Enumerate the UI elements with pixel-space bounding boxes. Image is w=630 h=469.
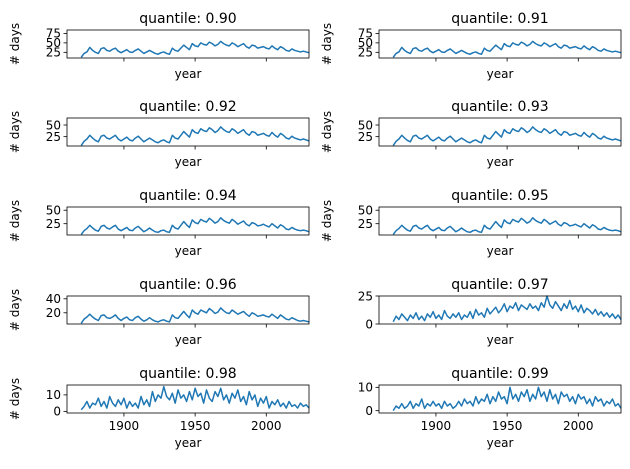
y-axis-label: # days — [8, 200, 22, 242]
y-axis-label: # days — [8, 111, 22, 153]
series-line — [392, 40, 622, 58]
y-tick-label: 50 — [358, 36, 373, 50]
x-axis-label: year — [175, 244, 202, 258]
plot-frame — [66, 29, 310, 59]
subplot-title: quantile: 0.91 — [451, 11, 548, 27]
y-tick-label: 50 — [358, 118, 373, 132]
x-axis-label: year — [487, 333, 514, 347]
y-tick-label: 0 — [53, 405, 61, 419]
x-tick-label: 2000 — [563, 419, 594, 433]
series-line — [392, 126, 622, 146]
y-tick-label: 0 — [365, 317, 373, 331]
y-tick-label: 0 — [365, 404, 373, 418]
series-line — [392, 386, 622, 412]
subplot-10: quantile: 0.99 0 10 1900 1950 2000 year — [358, 366, 622, 450]
plot-frame — [66, 384, 310, 414]
series-line — [80, 307, 310, 324]
y-axis-label: # days — [8, 23, 22, 65]
y-axis-label: # days — [320, 200, 334, 242]
y-tick-label: 50 — [358, 204, 373, 218]
series-line — [80, 126, 310, 146]
plot-frame — [66, 295, 310, 325]
x-axis-label: year — [175, 155, 202, 169]
series-line — [80, 385, 310, 411]
x-tick-label: 1950 — [180, 419, 211, 433]
subplot-8: quantile: 0.97 0 25 year — [358, 277, 622, 347]
x-axis-label: year — [487, 436, 514, 450]
y-tick-label: 50 — [46, 36, 61, 50]
y-tick-label: 25 — [46, 217, 61, 231]
y-tick-label: 25 — [358, 46, 373, 60]
x-tick-label: 1900 — [421, 419, 452, 433]
y-axis-label: # days — [320, 111, 334, 153]
subplot-title: quantile: 0.96 — [139, 277, 237, 293]
subplot-title: quantile: 0.97 — [451, 277, 548, 293]
y-tick-label: 10 — [46, 388, 61, 402]
x-axis-label: year — [175, 67, 202, 81]
x-axis-label: year — [487, 155, 514, 169]
y-tick-label: 25 — [46, 130, 61, 144]
y-tick-label: 40 — [46, 292, 61, 306]
subplot-title: quantile: 0.98 — [139, 366, 236, 382]
series-line — [80, 217, 310, 235]
y-tick-label: 20 — [46, 306, 61, 320]
y-tick-label: 25 — [46, 46, 61, 60]
subplot-title: quantile: 0.94 — [139, 188, 237, 204]
x-axis-label: year — [175, 436, 202, 450]
x-axis-label: year — [487, 67, 514, 81]
plot-frame — [378, 384, 622, 414]
x-axis-label: year — [487, 244, 514, 258]
plot-frame — [378, 295, 622, 325]
y-tick-label: 25 — [358, 217, 373, 231]
subplot-title: quantile: 0.93 — [451, 99, 548, 115]
subplot-9: quantile: 0.98 0 10 1900 1950 2000 year # days — [8, 366, 310, 450]
y-axis-label: # days — [320, 23, 334, 65]
subplot-title: quantile: 0.90 — [139, 11, 236, 27]
plot-frame — [378, 117, 622, 147]
y-tick-label: 75 — [358, 27, 373, 41]
subplot-title: quantile: 0.92 — [139, 99, 236, 115]
plot-frame — [378, 29, 622, 59]
x-tick-label: 1950 — [492, 419, 523, 433]
subplot-title: quantile: 0.99 — [451, 366, 548, 382]
series-line — [392, 295, 622, 323]
y-tick-label: 50 — [46, 204, 61, 218]
y-tick-label: 75 — [46, 27, 61, 41]
x-tick-label: 2000 — [251, 419, 282, 433]
subplot-title: quantile: 0.95 — [451, 188, 548, 204]
series-line — [392, 217, 622, 235]
series-line — [80, 40, 310, 58]
y-tick-label: 25 — [358, 130, 373, 144]
x-tick-label: 1900 — [109, 419, 140, 433]
plot-frame — [66, 206, 310, 236]
plot-frame — [66, 117, 310, 147]
y-tick-label: 50 — [46, 118, 61, 132]
plot-frame — [378, 206, 622, 236]
y-tick-label: 25 — [358, 289, 373, 303]
y-axis-label: # days — [8, 378, 22, 420]
y-tick-label: 10 — [358, 381, 373, 395]
y-axis-label: # days — [8, 289, 22, 331]
x-axis-label: year — [175, 333, 202, 347]
